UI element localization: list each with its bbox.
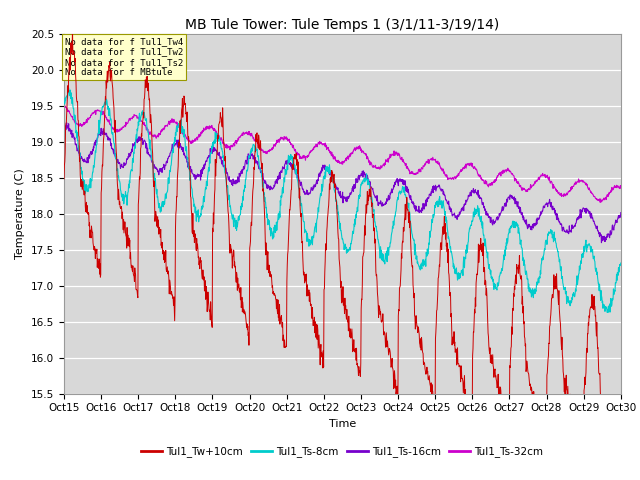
Legend: Tul1_Tw+10cm, Tul1_Ts-8cm, Tul1_Ts-16cm, Tul1_Ts-32cm: Tul1_Tw+10cm, Tul1_Ts-8cm, Tul1_Ts-16cm,… (137, 442, 548, 461)
Title: MB Tule Tower: Tule Temps 1 (3/1/11-3/19/14): MB Tule Tower: Tule Temps 1 (3/1/11-3/19… (185, 18, 500, 33)
X-axis label: Time: Time (329, 419, 356, 429)
Text: No data for f Tul1_Tw4
No data for f Tul1_Tw2
No data for f Tul1_Ts2
No data for: No data for f Tul1_Tw4 No data for f Tul… (65, 37, 184, 77)
Y-axis label: Temperature (C): Temperature (C) (15, 168, 26, 259)
